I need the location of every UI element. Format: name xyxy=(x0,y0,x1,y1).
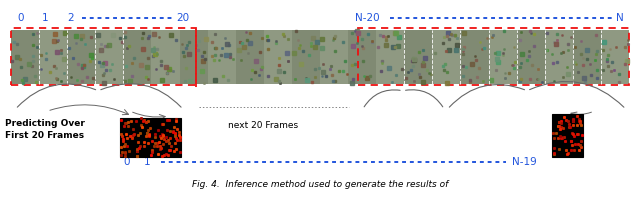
Bar xyxy=(264,30,292,84)
Bar xyxy=(358,28,629,85)
Bar xyxy=(120,118,150,157)
Bar xyxy=(320,30,348,84)
Bar xyxy=(601,30,629,84)
Text: 0: 0 xyxy=(124,157,130,167)
Bar xyxy=(124,30,152,84)
Bar xyxy=(460,30,488,84)
Bar xyxy=(433,30,460,84)
Text: 1: 1 xyxy=(42,13,48,23)
Bar xyxy=(292,30,320,84)
Bar xyxy=(11,28,196,85)
Bar xyxy=(150,118,181,157)
Bar xyxy=(348,30,376,84)
Text: 2: 2 xyxy=(67,13,74,23)
Text: next 20 Frames: next 20 Frames xyxy=(228,121,298,130)
Bar xyxy=(545,30,573,84)
Text: Fig. 4.  Inference method used to generate the results of: Fig. 4. Inference method used to generat… xyxy=(192,180,448,190)
Text: Predicting Over
First 20 Frames: Predicting Over First 20 Frames xyxy=(4,119,84,140)
Bar xyxy=(95,30,124,84)
Bar xyxy=(207,30,236,84)
Text: N-20: N-20 xyxy=(355,13,380,23)
Bar xyxy=(376,30,404,84)
Bar xyxy=(11,30,39,84)
Text: 20: 20 xyxy=(177,13,189,23)
Bar xyxy=(180,30,207,84)
Bar xyxy=(236,30,264,84)
Text: 0: 0 xyxy=(17,13,24,23)
Bar xyxy=(67,30,95,84)
Bar xyxy=(39,30,67,84)
Bar xyxy=(552,114,582,157)
Text: N: N xyxy=(616,13,623,23)
Bar xyxy=(516,30,545,84)
Text: 1: 1 xyxy=(143,157,150,167)
Bar xyxy=(404,30,433,84)
Bar xyxy=(488,30,516,84)
Bar xyxy=(152,30,180,84)
Bar xyxy=(573,30,601,84)
Text: N-19: N-19 xyxy=(511,157,536,167)
